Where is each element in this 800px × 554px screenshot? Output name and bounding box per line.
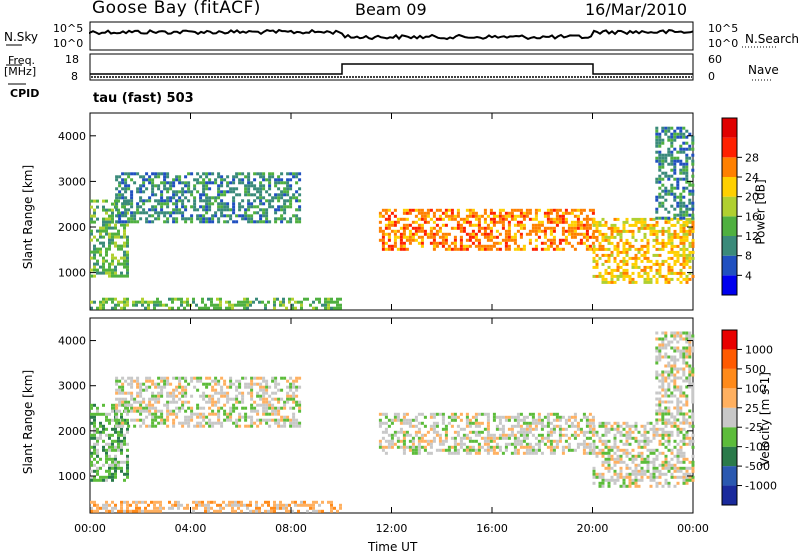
power-y-tick-label: 4000 [58,130,86,143]
freq-unit-label: [MHz] [4,65,37,78]
date-title: 16/Mar/2010 [585,0,688,19]
time-tick-label: 12:00 [376,522,408,535]
velocity-colorbar-tick-label: -500 [745,460,770,473]
power-colorbar-swatch [722,177,737,197]
velocity-scatter-region [378,412,595,455]
velocity-panel: 1000 2000 3000 4000 [58,317,695,514]
power-colorbar-swatch [722,118,737,138]
velocity-colorbar-swatch [722,349,737,369]
power-colorbar-tick-label: 28 [745,151,759,164]
velocity-scatter-region [655,331,695,425]
cpid-value: tau (fast) 503 [93,91,194,106]
power-scatter-region [90,297,342,310]
velocity-colorbar: 1000 500 100 25 -25 -100 -500 -1000 [721,329,777,506]
power-panel: 1000 2000 3000 4000 [58,112,695,311]
power-y-tick-label: 3000 [58,175,86,188]
time-tick-label: 04:00 [175,522,207,535]
beam-title: Beam 09 [355,0,427,19]
nsearch-tick-top: 10^5 [708,22,739,35]
power-colorbar-swatch [722,236,737,256]
velocity-colorbar-tick-label: -25 [745,421,763,434]
power-colorbar-tick-label: 24 [745,171,759,184]
freq-panel [6,53,772,85]
power-colorbar: 4 8 12 16 20 24 28 [721,117,759,296]
time-axis-title: Time UT [368,540,418,554]
velocity-colorbar-swatch [722,330,737,350]
velocity-colorbar-swatch [722,388,737,408]
velocity-y-tick-label: 3000 [58,380,86,393]
power-ylabel: Slant Range [km] [21,164,36,270]
velocity-scatter-region [90,403,129,482]
cpid-label: CPID [10,87,40,100]
power-y-tick-label: 2000 [58,221,86,234]
velocity-colorbar-swatch [722,368,737,389]
power-colorbar-swatch [722,157,737,177]
velocity-colorbar-tick-label: -1000 [745,480,777,493]
nsky-panel [6,21,778,51]
velocity-scatter-region [592,421,695,488]
velocity-colorbar-tick-label: 100 [745,382,766,395]
freq-tick-bottom: 8 [71,70,78,83]
freq-label: Freq. [8,54,36,67]
velocity-scatter-region [90,500,342,513]
nsky-tick-top: 10^5 [53,22,84,35]
time-tick-label: 16:00 [476,522,508,535]
power-colorbar-tick-label: 20 [745,191,759,204]
time-tick-label: 20:00 [577,522,609,535]
power-scatter-region [378,208,595,251]
power-colorbar-tick-label: 4 [745,269,752,282]
power-colorbar-swatch [722,196,737,217]
nsky-label: N.Sky [4,30,39,44]
nsearch-tick-bottom: 10^0 [708,37,739,50]
power-colorbar-tick-label: 16 [745,210,759,223]
velocity-colorbar-tick-label: 500 [745,363,766,376]
nsky-tick-bottom: 10^0 [53,37,84,50]
velocity-y-tick-label: 4000 [58,335,86,348]
power-colorbar-swatch [722,137,737,158]
time-tick-label: 00:00 [677,522,709,535]
power-colorbar-label: Power [dB] [753,179,768,245]
nave-tick-bottom: 0 [708,70,715,83]
nsky-trace [89,28,694,41]
velocity-y-tick-label: 2000 [58,425,86,438]
time-axis-labels: 00:00 04:00 08:00 12:00 16:00 20:00 00:00 [74,522,709,535]
velocity-y-tick-label: 1000 [58,470,86,483]
velocity-colorbar-tick-label: 1000 [745,343,773,356]
power-colorbar-swatch [722,216,737,236]
power-scatter-region [90,199,129,278]
velocity-colorbar-swatch [722,446,737,467]
nave-tick-top: 60 [708,53,722,66]
freq-trace [90,63,693,75]
station-title: Goose Bay (fitACF) [92,0,261,18]
power-colorbar-tick-label: 8 [745,250,752,263]
velocity-colorbar-label: Velocity [m s-1] [757,372,772,466]
freq-tick-top: 18 [65,53,79,66]
power-scatter-region [115,172,302,224]
time-tick-label: 00:00 [74,522,106,535]
velocity-colorbar-tick-label: 25 [745,402,759,415]
velocity-scatter-region [115,376,302,428]
velocity-colorbar-swatch [722,466,737,486]
velocity-colorbar-swatch [722,427,737,447]
power-colorbar-swatch [722,255,737,276]
time-tick-label: 08:00 [275,522,307,535]
power-y-tick-label: 1000 [58,267,86,280]
power-colorbar-tick-label: 12 [745,230,759,243]
nave-label: Nave [748,63,779,77]
velocity-colorbar-swatch [722,485,737,505]
power-colorbar-swatch [722,275,737,295]
power-scatter-region [592,217,695,284]
velocity-colorbar-tick-label: -100 [745,441,770,454]
nsearch-label: N.Search [745,32,800,46]
velocity-colorbar-swatch [722,407,737,428]
velocity-ylabel: Slant Range [km] [21,369,36,475]
power-scatter-region [655,126,695,220]
